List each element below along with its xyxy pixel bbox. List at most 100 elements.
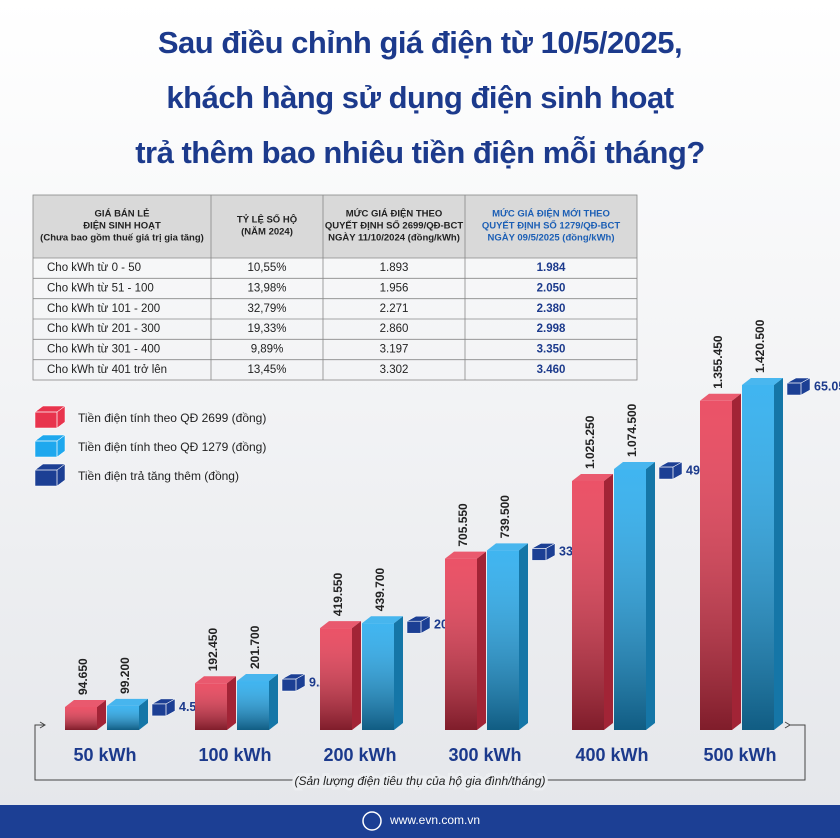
legend-label: Tiền điện tính theo QĐ 1279 (đồng) <box>78 440 266 454</box>
bar-shade <box>700 400 732 730</box>
value-label: 1.420.500 <box>753 319 767 373</box>
table-cell: 13,98% <box>247 283 286 295</box>
table-header-text: QUYẾT ĐỊNH SỐ 2699/QĐ-BCT <box>325 220 463 232</box>
table-header-bg <box>33 195 637 258</box>
table-header-text: NGÀY 09/5/2025 (đồng/kWh) <box>487 233 614 244</box>
table-header-text: GIÁ BÁN LẺ <box>95 208 150 220</box>
bar-side <box>352 621 361 730</box>
table-cell: Cho kWh từ 201 - 300 <box>47 323 160 335</box>
bar-top <box>362 616 403 624</box>
legend-icon <box>34 463 66 487</box>
table-cell: Cho kWh từ 0 - 50 <box>47 262 141 274</box>
bar-top <box>320 621 361 629</box>
bar-shade <box>320 628 352 730</box>
bar-top <box>65 700 106 708</box>
bar-side <box>774 378 783 730</box>
table-cell: 10,55% <box>247 262 286 274</box>
bar-shade <box>65 707 97 730</box>
bar-top <box>237 674 278 682</box>
table-header-text: MỨC GIÁ ĐIỆN THEO <box>346 208 443 220</box>
x-tick-label: 200 kWh <box>323 745 396 765</box>
bar-side <box>269 674 278 730</box>
table-border <box>32 194 638 381</box>
table-cell: 9,89% <box>251 344 284 356</box>
legend-label: Tiền điện trả tăng thêm (đồng) <box>78 469 239 483</box>
table-cell: Cho kWh từ 401 trở lên <box>47 364 167 376</box>
value-label: 419.550 <box>331 572 345 616</box>
table-header-text: QUYẾT ĐỊNH SỐ 1279/QĐ-BCT <box>482 220 620 232</box>
bar-side <box>139 698 148 730</box>
table-cell: 1.893 <box>380 262 409 274</box>
bar-side <box>646 462 655 730</box>
increase-marker <box>281 673 306 692</box>
x-tick-label: 300 kWh <box>448 745 521 765</box>
bar-shade <box>614 469 646 730</box>
value-label: 99.200 <box>118 657 132 694</box>
globe-icon <box>362 811 382 831</box>
bar-side <box>394 616 403 730</box>
table-cell: 3.350 <box>537 344 566 356</box>
table-header-text: TỶ LỆ SỐ HỘ <box>237 214 297 226</box>
title-line: Sau điều chỉnh giá điện từ 10/5/2025, <box>158 25 682 60</box>
increase-marker <box>406 615 431 634</box>
footer-band <box>0 805 840 838</box>
table-cell: 3.197 <box>380 344 409 356</box>
value-label: 192.450 <box>206 628 220 672</box>
table-cell: 32,79% <box>247 303 286 315</box>
bar-top <box>107 698 148 706</box>
table-cell: 2.271 <box>380 303 409 315</box>
bar-shade <box>742 385 774 730</box>
x-axis-label: (Sản lượng điện tiêu thụ của hộ gia đình… <box>294 774 545 788</box>
bar-top <box>487 543 528 551</box>
value-label: 94.650 <box>76 658 90 695</box>
legend-icon <box>34 405 66 429</box>
bar-side <box>477 551 486 730</box>
footer-url: www.evn.com.vn <box>389 813 480 827</box>
bar-shade <box>572 480 604 730</box>
bracket-arrows <box>39 721 791 729</box>
value-label: 201.700 <box>248 625 262 669</box>
table-header-text: (Chưa bao gồm thuế giá trị gia tăng) <box>40 233 204 244</box>
bar-side <box>732 393 741 730</box>
bar-top <box>572 473 613 481</box>
table-cell: Cho kWh từ 301 - 400 <box>47 344 160 356</box>
table-header-text: ĐIỆN SINH HOẠT <box>83 220 161 232</box>
table-cell: 2.860 <box>380 323 409 335</box>
value-label: 1.025.250 <box>583 415 597 469</box>
table-cell: 3.460 <box>537 364 566 376</box>
legend-icon <box>34 434 66 458</box>
title-line: khách hàng sử dụng điện sinh hoạt <box>166 80 673 115</box>
bar-shade <box>237 681 269 730</box>
table-header-text: MỨC GIÁ ĐIỆN MỚI THEO <box>492 208 610 220</box>
table-cell: 13,45% <box>247 364 286 376</box>
bar-top <box>445 551 486 559</box>
x-tick-label: 100 kWh <box>198 745 271 765</box>
bar-side <box>97 700 106 730</box>
table-header-text: (NĂM 2024) <box>241 227 293 238</box>
bar-shade <box>195 683 227 730</box>
bar-top <box>700 393 741 401</box>
increase-label: 65.050 <box>814 379 840 393</box>
table-cell: 2.380 <box>537 303 566 315</box>
bar-shade <box>445 558 477 730</box>
bar-shade <box>487 550 519 730</box>
value-label: 739.500 <box>498 495 512 539</box>
bar-side <box>227 676 236 730</box>
axis-bracket <box>34 724 806 781</box>
table-cell: Cho kWh từ 51 - 100 <box>47 283 154 295</box>
table-cell: 1.956 <box>380 283 409 295</box>
value-label: 1.355.450 <box>711 335 725 389</box>
increase-marker <box>786 377 811 396</box>
table-cell: 1.984 <box>537 262 566 274</box>
table-cell: 19,33% <box>247 323 286 335</box>
legend-label: Tiền điện tính theo QĐ 2699 (đồng) <box>78 411 266 425</box>
table-cell: 3.302 <box>380 364 409 376</box>
bar-side <box>519 543 528 730</box>
bar-shade <box>107 705 139 730</box>
increase-marker <box>658 461 683 480</box>
title-line: trả thêm bao nhiêu tiền điện mỗi tháng? <box>135 135 705 170</box>
bar-top <box>195 676 236 684</box>
table-cell: Cho kWh từ 101 - 200 <box>47 303 160 315</box>
